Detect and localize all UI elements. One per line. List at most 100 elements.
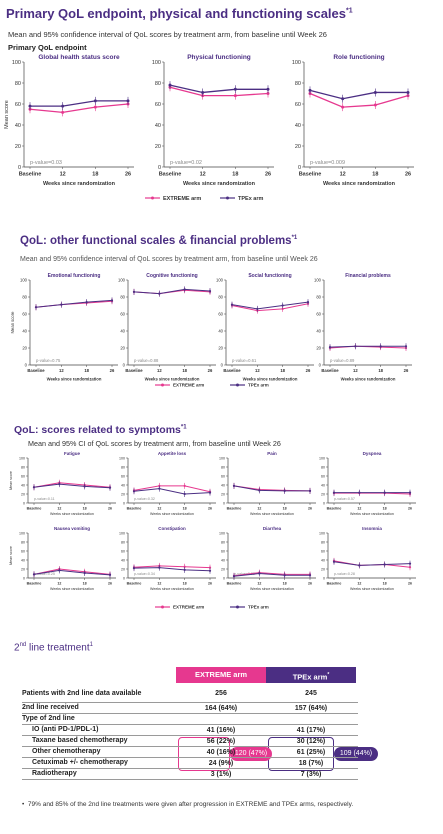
legend-extreme-marker-2 <box>161 383 164 387</box>
chart-role-functioning-ytick-label: 100 <box>292 60 301 66</box>
chart-emotional-functioning-title: Emotional functioning <box>48 273 101 279</box>
chart-role-functioning-series-extreme-point <box>341 105 345 109</box>
chart-constipation-xtick-label: 26 <box>208 582 212 586</box>
chart-appetite-loss-series-tpex-point <box>132 490 136 493</box>
chart-constipation-ytick-label: 100 <box>119 531 125 535</box>
chart-cognitive-functioning-ytick-label: 40 <box>120 328 125 333</box>
chart-constipation-series-extreme-point <box>208 566 212 569</box>
section2-title: QoL: other functional scales & financial… <box>20 235 297 247</box>
chart-insomnia-ytick-label: 0 <box>323 576 325 580</box>
col-header-tpex: TPEx arm* <box>266 667 356 683</box>
section3-title-text: QoL: scores related to symptoms <box>14 424 181 436</box>
table-cell-tpex: 61 (25%) <box>296 748 326 756</box>
chart-financial-problems-xlabel: Weeks since randomization <box>341 376 396 381</box>
chart-financial-problems-series-tpex-point <box>354 345 357 348</box>
chart-global-health-status-score-xtick-label: 12 <box>60 172 66 178</box>
chart-financial-problems-xtick-label: Baseline <box>321 368 339 373</box>
table-cell-tpex: 245 <box>305 690 317 697</box>
chart-appetite-loss-xtick-label: 12 <box>157 507 161 511</box>
chart-fatigue-ytick-label: 40 <box>21 483 25 487</box>
chart-dyspnea-series-tpex-point <box>358 491 361 494</box>
chart-appetite-loss-series-extreme-line <box>133 485 211 493</box>
chart-social-functioning-series-tpex-line <box>231 301 309 310</box>
chart-insomnia-ytick-label: 80 <box>321 540 325 544</box>
chart-appetite-loss-ytick-label: 60 <box>121 474 125 478</box>
chart-fatigue-ytick-label: 60 <box>21 474 25 478</box>
chart-nausea-vomiting-ylabel: Mean score <box>9 546 13 565</box>
chart-pain-series-tpex-point <box>308 489 312 492</box>
chart-social-functioning-series-tpex-point <box>230 303 234 306</box>
chart-constipation-title: Constipation <box>158 526 186 531</box>
chart-role-functioning-xtick-label: 12 <box>340 172 346 178</box>
chart-pain-ytick-label: 40 <box>221 483 225 487</box>
chart-insomnia-xtick-label: 26 <box>408 582 412 586</box>
chart-physical-functioning-ytick-label: 100 <box>152 60 161 66</box>
chart-physical-functioning-series-tpex-line <box>169 84 268 94</box>
chart-role-functioning-series-extreme-point <box>373 103 377 107</box>
chart-appetite-loss-ytick-label: 40 <box>121 483 125 487</box>
chart-constipation-xtick-label: Baseline <box>127 582 142 586</box>
chart-social-functioning-series-tpex-point <box>281 304 284 307</box>
chart-diarrhea-series-extreme-line <box>233 572 310 577</box>
chart-emotional-functioning-xlabel: Weeks since randomization <box>47 376 102 381</box>
chart-constipation-pvalue: p-value=0.34 <box>134 572 155 576</box>
chart-financial-problems-series-tpex-point <box>328 346 332 349</box>
chart-pain-xtick-label: 18 <box>283 507 287 511</box>
chart-constipation-ytick-label: 60 <box>121 549 125 553</box>
chart-dyspnea-xtick-label: 26 <box>408 507 412 511</box>
chart-social-functioning-ytick-label: 80 <box>218 294 223 299</box>
chart-diarrhea-xtick-label: 18 <box>283 582 287 586</box>
chart-emotional-functioning-xtick-label: Baseline <box>27 368 45 373</box>
chart-insomnia-ytick-label: 20 <box>321 567 325 571</box>
chart-appetite-loss-xtick-label: 18 <box>183 507 187 511</box>
chart-physical-functioning-ytick-label: 20 <box>155 144 161 150</box>
chart-fatigue-series-tpex-point <box>83 485 86 488</box>
col-header-tpex-text: TPEx arm <box>292 672 328 682</box>
chart-insomnia-ytick-label: 60 <box>321 549 325 553</box>
chart-emotional-functioning-ytick-label: 0 <box>25 362 28 367</box>
table-title: 2nd line treatment1 <box>14 642 93 653</box>
chart-fatigue-pvalue: p-value=0.11 <box>34 497 55 501</box>
chart-global-health-status-score-series-tpex-line <box>30 100 128 107</box>
table-cell-extreme: 40 (16%) <box>206 748 236 756</box>
chart-fatigue-ytick-label: 20 <box>21 492 25 496</box>
chart-emotional-functioning-xtick-label: 12 <box>59 368 64 373</box>
legend-tpex-label-1: TPEx arm <box>238 196 263 202</box>
chart-emotional-functioning-ytick-label: 60 <box>22 311 27 316</box>
chart-global-health-status-score-ytick-label: 100 <box>12 60 21 66</box>
table-row: Radiotherapy 3 (1%) 7 (3%) <box>22 769 358 780</box>
chart-social-functioning-ytick-label: 60 <box>218 311 223 316</box>
table-cell-extreme: 164 (64%) <box>204 704 238 712</box>
chart-pain-ytick-label: 100 <box>219 456 225 460</box>
chart-emotional-functioning-xtick-label: 18 <box>84 368 89 373</box>
chart-constipation-ytick-label: 80 <box>121 540 125 544</box>
legend-extreme-label-3: EXTREME arm <box>173 605 204 610</box>
chart-pain-ytick-label: 60 <box>221 474 225 478</box>
section1-title-sup: *1 <box>346 7 353 15</box>
chart-cognitive-functioning-ytick-label: 80 <box>120 294 125 299</box>
table-title-rest: line treatment <box>26 642 90 654</box>
chart-insomnia-xtick-label: 18 <box>383 582 387 586</box>
chart-emotional-functioning-series-tpex-point <box>85 301 88 304</box>
chart-pain-series-tpex-line <box>233 485 310 492</box>
chart-diarrhea-series-tpex-point <box>258 572 261 575</box>
legend-tpex-label-2: TPEx arm <box>248 383 269 388</box>
chart-fatigue-series-tpex-point <box>108 486 112 489</box>
chart-physical-functioning-ytick-label: 60 <box>155 102 161 108</box>
chart-emotional-functioning-xtick-label: 26 <box>110 368 115 373</box>
table-cell-extreme: 24 (9%) <box>208 759 234 767</box>
chart-diarrhea-xtick-label: 26 <box>308 582 312 586</box>
chart-financial-problems-pvalue: p-value=0.89 <box>330 358 355 363</box>
chart-dyspnea-series-tpex-point <box>383 491 386 494</box>
chart-nausea-vomiting-ytick-label: 20 <box>21 567 25 571</box>
chart-global-health-status-score-series-extreme-point <box>93 105 97 109</box>
treatment-table: Patients with 2nd line data available 256… <box>22 685 358 780</box>
chart-diarrhea-series-tpex-point <box>232 575 236 578</box>
chart-nausea-vomiting-xtick-label: 18 <box>83 582 87 586</box>
chart-physical-functioning-pvalue: p-value=0.02 <box>170 160 202 166</box>
chart-social-functioning-series-tpex-point <box>306 301 310 304</box>
chart-global-health-status-score-xlabel: Weeks since randomization <box>43 181 116 187</box>
table-row-label: Taxane based chemotherapy <box>32 737 128 744</box>
chart-emotional-functioning-series-tpex-point <box>110 299 114 302</box>
chart-fatigue-ytick-label: 0 <box>23 501 25 505</box>
